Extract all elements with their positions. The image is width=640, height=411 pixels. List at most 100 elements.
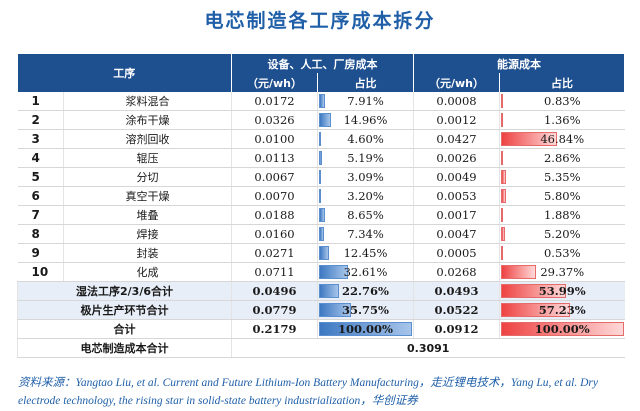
energy-share-cell: 0.53% — [499, 243, 625, 263]
row-index: 8 — [17, 224, 64, 244]
equipment-cost-value: 0.0326 — [231, 110, 318, 130]
energy-share-cell: 57.23% — [499, 300, 625, 320]
share-value: 100.00% — [534, 322, 590, 336]
table-row: 4 辊压 0.0113 5.19% 0.0026 2.86% — [17, 148, 625, 168]
equipment-cost-value: 0.0070 — [231, 186, 318, 206]
table-row: 9 封装 0.0271 12.45% 0.0005 0.53% — [17, 243, 625, 263]
blue-bar-fill — [319, 94, 325, 108]
equipment-cost-value: 0.0271 — [231, 243, 318, 263]
energy-share-cell: 2.86% — [499, 148, 625, 168]
row-index: 7 — [17, 205, 64, 225]
equipment-cost-value: 0.0496 — [231, 281, 318, 301]
row-index: 6 — [17, 186, 64, 206]
blue-bar-fill — [319, 151, 322, 165]
process-name: 辊压 — [63, 148, 232, 168]
table-row: 8 焊接 0.0160 7.34% 0.0047 5.20% — [17, 224, 625, 244]
energy-cost-value: 0.0912 — [413, 319, 500, 339]
table-row: 3 溶剂回收 0.0100 4.60% 0.0427 46.84% — [17, 129, 625, 149]
equipment-cost-value: 0.0067 — [231, 167, 318, 187]
equipment-share-cell: 4.60% — [317, 129, 414, 149]
red-bar-fill — [501, 151, 503, 165]
blue-bar-fill — [319, 170, 321, 184]
share-value: 0.83% — [543, 94, 581, 108]
share-value: 14.96% — [343, 113, 388, 127]
energy-cost-value: 0.0427 — [413, 129, 500, 149]
red-bar-fill — [501, 246, 503, 260]
red-bar-fill — [501, 322, 624, 336]
table-row: 5 分切 0.0067 3.09% 0.0049 5.35% — [17, 167, 625, 187]
header-equipment-cost: 设备、人工、厂房成本 — [231, 54, 414, 73]
share-value: 8.65% — [347, 208, 384, 222]
source-note: 资料来源：Yangtao Liu, et al. Current and Fut… — [18, 377, 599, 407]
page-title: 电芯制造各工序成本拆分 — [204, 10, 436, 32]
share-value: 32.61% — [343, 265, 388, 279]
share-value: 0.53% — [543, 246, 581, 260]
header-share-energy: 占比 — [499, 73, 625, 92]
energy-cost-value: 0.0493 — [413, 281, 500, 301]
summary-label: 湿法工序2/3/6合计 — [17, 281, 232, 301]
equipment-share-cell: 32.61% — [317, 262, 414, 282]
energy-share-cell: 1.36% — [499, 110, 625, 130]
header-unit-energy: （元/wh） — [413, 73, 500, 92]
equipment-cost-value: 0.0113 — [231, 148, 318, 168]
energy-cost-value: 0.0012 — [413, 110, 500, 130]
red-bar-fill — [501, 284, 567, 298]
table-body: 1 浆料混合 0.0172 7.91% 0.0008 0.83% 2 涂布干燥 0.0326 14… — [17, 92, 625, 358]
cost-table: 工序 设备、人工、厂房成本 能源成本 （元/wh） 占比 （元/wh） 占比 1… — [17, 54, 625, 358]
share-value: 5.35% — [543, 170, 581, 184]
table-row: 7 堆叠 0.0188 8.65% 0.0017 1.88% — [17, 205, 625, 225]
share-value: 7.34% — [347, 227, 384, 241]
row-index: 1 — [17, 92, 64, 111]
process-name: 焊接 — [63, 224, 232, 244]
grand-total-value: 0.3091 — [231, 338, 625, 358]
energy-cost-value: 0.0522 — [413, 300, 500, 320]
energy-share-cell: 5.20% — [499, 224, 625, 244]
energy-share-cell: 46.84% — [499, 129, 625, 149]
row-index: 5 — [17, 167, 64, 187]
equipment-cost-value: 0.0100 — [231, 129, 318, 149]
equipment-share-cell: 8.65% — [317, 205, 414, 225]
subtotal-row: 极片生产环节合计 0.0779 35.75% 0.0522 57.23% — [17, 300, 625, 320]
equipment-share-cell: 3.09% — [317, 167, 414, 187]
equipment-share-cell: 22.76% — [317, 281, 414, 301]
share-value: 12.45% — [343, 246, 388, 260]
row-index: 4 — [17, 148, 64, 168]
red-bar-fill — [501, 227, 506, 241]
blue-bar-fill — [319, 208, 326, 222]
table-row: 1 浆料混合 0.0172 7.91% 0.0008 0.83% — [17, 92, 625, 111]
share-value: 7.91% — [347, 94, 384, 108]
blue-bar-fill — [319, 246, 329, 260]
equipment-cost-value: 0.0172 — [231, 92, 318, 111]
red-bar-fill — [501, 132, 558, 146]
energy-share-cell: 53.99% — [499, 281, 625, 301]
process-name: 化成 — [63, 262, 232, 282]
grand-total-label: 电芯制造成本合计 — [17, 338, 232, 358]
share-value: 3.09% — [347, 170, 384, 184]
red-bar-fill — [501, 94, 503, 108]
summary-label: 极片生产环节合计 — [17, 300, 232, 320]
process-name: 堆叠 — [63, 205, 232, 225]
share-value: 1.88% — [543, 208, 581, 222]
table-row: 10 化成 0.0711 32.61% 0.0268 29.37% — [17, 262, 625, 282]
energy-share-cell: 5.35% — [499, 167, 625, 187]
energy-cost-value: 0.0049 — [413, 167, 500, 187]
energy-cost-value: 0.0047 — [413, 224, 500, 244]
header-unit-equipment: （元/wh） — [231, 73, 318, 92]
equipment-cost-value: 0.0779 — [231, 300, 318, 320]
share-value: 53.99% — [538, 284, 586, 298]
row-index: 9 — [17, 243, 64, 263]
blue-bar-fill — [319, 227, 324, 241]
header-energy-cost: 能源成本 — [413, 54, 625, 73]
equipment-share-cell: 5.19% — [317, 148, 414, 168]
equipment-cost-value: 0.0188 — [231, 205, 318, 225]
equipment-share-cell: 35.75% — [317, 300, 414, 320]
energy-share-cell: 0.83% — [499, 92, 625, 111]
summary-label: 合计 — [17, 319, 232, 339]
total-row: 合计 0.2179 100.00% 0.0912 100.00% — [17, 319, 625, 339]
table-row: 2 涂布干燥 0.0326 14.96% 0.0012 1.36% — [17, 110, 625, 130]
process-name: 涂布干燥 — [63, 110, 232, 130]
header-process: 工序 — [17, 54, 232, 92]
energy-share-cell: 1.88% — [499, 205, 625, 225]
blue-bar-fill — [319, 113, 332, 127]
share-value: 5.20% — [543, 227, 581, 241]
